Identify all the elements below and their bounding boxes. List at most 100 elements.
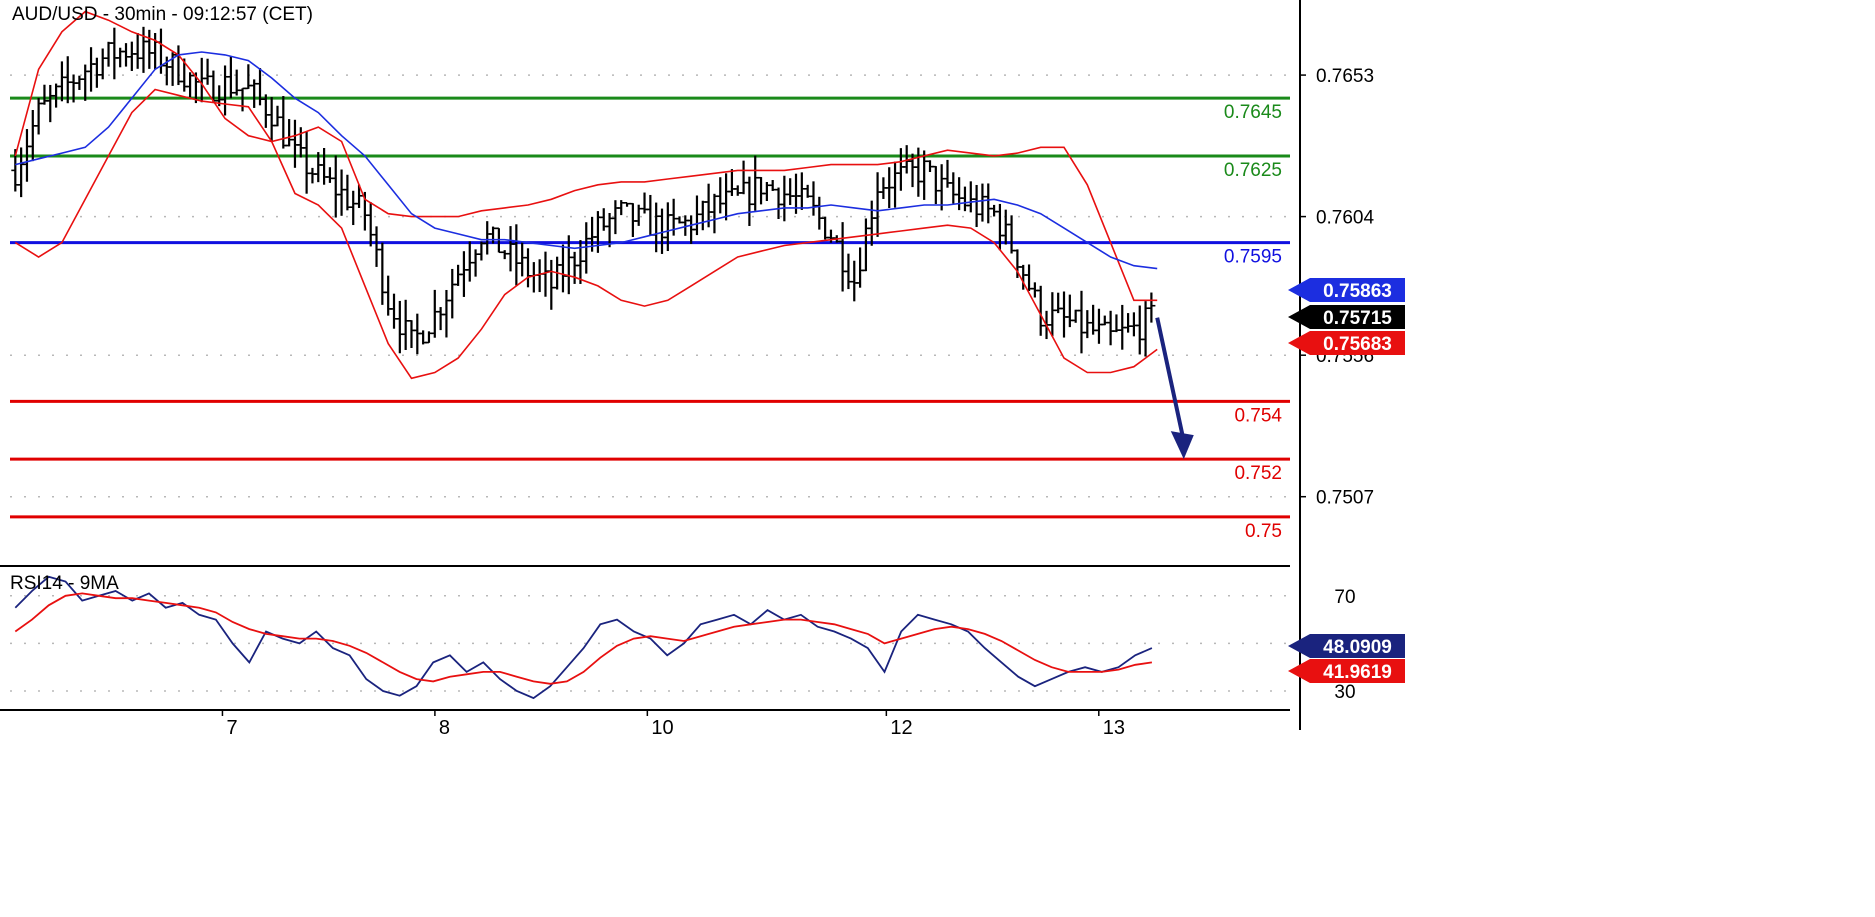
badge-label: 0.75715 [1323,308,1392,329]
price-bar [780,175,789,222]
price-bar [454,264,463,286]
price-bar [564,235,573,295]
price-bar [267,97,276,142]
price-bar [1077,290,1086,354]
price-bar [1060,291,1069,338]
price-bar [739,160,748,195]
x-tick-label: 8 [439,717,450,739]
price-badge: 0.75715 [1288,305,1405,329]
price-bar [937,164,946,211]
price-bar [87,47,96,92]
price-bar [116,47,125,68]
price-bar [448,268,457,319]
price-bar [972,184,981,228]
chart-title: AUD/USD - 30min - 09:12:57 (CET) [12,4,313,25]
price-bar [57,61,66,102]
price-bar [372,226,381,267]
price-bar [722,173,731,221]
price-bar [710,193,719,234]
price-badge: 0.75863 [1288,278,1405,302]
price-bar [990,204,999,217]
price-bar [599,208,608,231]
price-bar [285,119,294,147]
x-tick-label: 10 [651,717,673,739]
price-bar [524,248,533,288]
price-bar [518,242,527,277]
price-bar [873,172,882,237]
rsi-ma-line [14,592,1153,685]
badge-label: 48.0909 [1323,637,1392,658]
price-bar [1001,209,1010,245]
price-bar [838,222,847,292]
price-bar [104,41,113,67]
price-bar [1007,215,1016,254]
price-bar [634,204,643,226]
price-bar [436,307,445,331]
price-bar [850,260,859,302]
price-bar [966,181,975,213]
price-bar [273,105,282,127]
price-bar [442,289,451,338]
price-bar [727,169,736,196]
upper-band-line [14,10,1158,302]
price-bar [1135,305,1144,355]
price-bar [861,218,870,272]
price-bar [960,186,969,212]
price-bar [1106,310,1115,346]
price-bar [867,200,876,246]
price-bar [931,165,940,205]
price-bar [844,253,853,290]
price-bar [81,64,90,101]
badge-label: 0.75683 [1323,334,1392,355]
forecast-arrow [1155,317,1194,460]
price-bar [226,56,235,99]
y-tick-label: 0.7507 [1316,488,1374,509]
price-bar [127,41,136,71]
price-bar [1141,301,1150,357]
price-bar [325,167,334,183]
price-bar [920,150,929,200]
price-bar [401,299,410,350]
price-bar [302,131,311,194]
price-bar [221,65,230,116]
badge-label: 41.9619 [1323,662,1392,683]
price-bar [1147,292,1156,323]
price-bar [628,202,637,237]
y-tick-label: 0.7604 [1316,208,1375,229]
price-bar [92,57,101,88]
price-bar [529,262,538,293]
price-bar [290,119,299,168]
price-bar [75,75,84,90]
price-bar [308,167,317,184]
price-bar [558,244,567,293]
price-bar [745,176,754,226]
price-bar [570,251,579,284]
price-bar [692,195,701,236]
price-bar [1054,292,1063,314]
price-bar [98,48,107,80]
x-tick-label: 12 [890,717,912,739]
badge-label: 0.75863 [1323,281,1392,302]
price-bar [716,177,725,214]
price-bar [430,289,439,338]
price-bar [28,110,37,162]
price-bar [145,29,154,69]
price-bar [122,43,131,67]
price-bar [151,33,160,70]
price-bar [821,216,830,240]
price-bar [856,247,865,288]
level-label: 0.752 [1234,463,1282,484]
price-bar [40,84,49,105]
price-bar [955,177,964,211]
price-bar [232,69,241,96]
rsi-tick-label: 70 [1334,587,1355,608]
price-bar [646,194,655,236]
moving-average-line [15,51,1158,270]
price-bar [395,300,404,354]
level-label: 0.7645 [1224,102,1282,123]
price-bar [500,250,509,260]
price-bar [506,226,515,272]
price-bar [949,172,958,204]
price-bar [110,27,119,80]
